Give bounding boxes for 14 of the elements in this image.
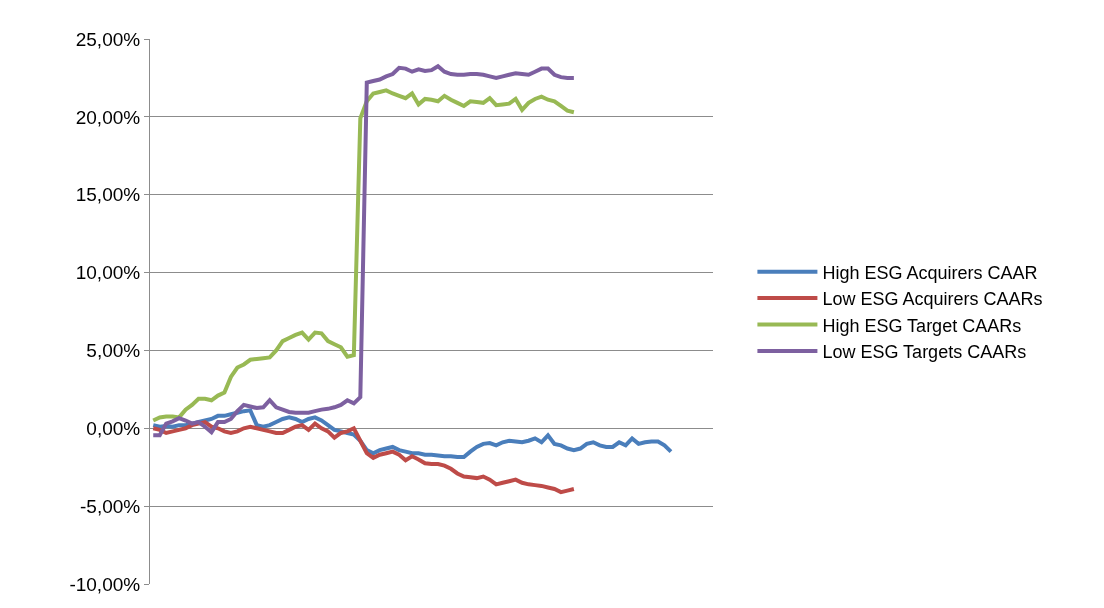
y-tick-label: 25,00% bbox=[75, 28, 141, 50]
y-tick-label: 0,00% bbox=[86, 417, 141, 439]
y-tick-label: -5,00% bbox=[80, 495, 141, 517]
legend-label: Low ESG Targets CAARs bbox=[822, 341, 1027, 362]
legend-label: Low ESG Acquirers CAARs bbox=[822, 289, 1043, 310]
line-series bbox=[151, 408, 673, 460]
line-series bbox=[151, 420, 576, 495]
y-tick-label: 5,00% bbox=[86, 340, 141, 362]
y-tick-label: -10,00% bbox=[69, 573, 141, 595]
y-tick-label: 10,00% bbox=[75, 262, 141, 284]
y-tick-label: 20,00% bbox=[75, 106, 141, 128]
legend-label: High ESG Acquirers CAAR bbox=[822, 262, 1038, 283]
y-tick-label: 15,00% bbox=[75, 184, 141, 206]
legend-label: High ESG Target CAARs bbox=[822, 315, 1022, 336]
